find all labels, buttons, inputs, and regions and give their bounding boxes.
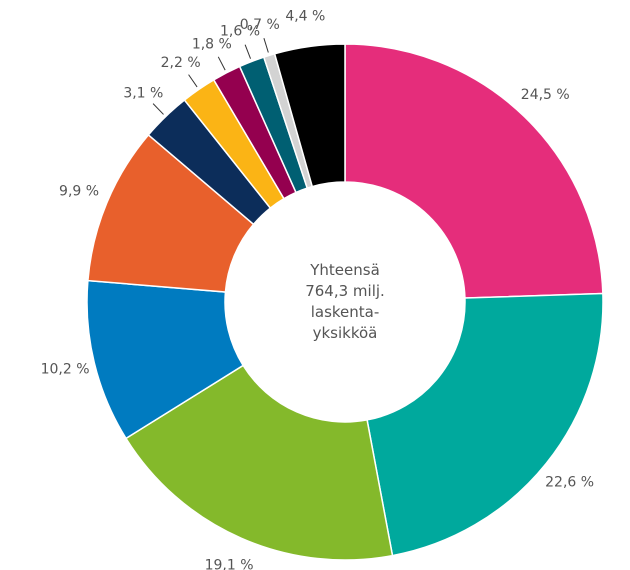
- slice: [124, 364, 394, 561]
- value-label: 22,6 %: [545, 474, 594, 490]
- value-label: 1,8 %: [192, 36, 232, 52]
- leader-line: [217, 56, 226, 71]
- value-label: 10,2 %: [41, 362, 90, 378]
- center-text: yksikköä: [313, 324, 378, 342]
- value-label: 4,4 %: [285, 9, 325, 25]
- center-text: laskenta-: [311, 303, 380, 321]
- value-label: 0,7 %: [240, 17, 280, 33]
- center-text: 764,3 milj.: [305, 282, 385, 300]
- center-text: Yhteensä: [309, 261, 380, 279]
- leader-line: [263, 38, 269, 53]
- value-label: 24,5 %: [521, 87, 570, 103]
- value-label: 1,6 %: [220, 24, 260, 40]
- leader-line: [244, 44, 252, 59]
- slice: [366, 292, 604, 557]
- value-label: 2,2 %: [161, 55, 201, 71]
- value-label: 9,9 %: [59, 183, 99, 199]
- leader-line: [188, 74, 198, 88]
- leader-line: [152, 103, 164, 115]
- slice: [344, 43, 604, 299]
- slice: [273, 43, 346, 188]
- value-label: 19,1 %: [205, 558, 254, 570]
- value-label: 3,1 %: [123, 86, 163, 102]
